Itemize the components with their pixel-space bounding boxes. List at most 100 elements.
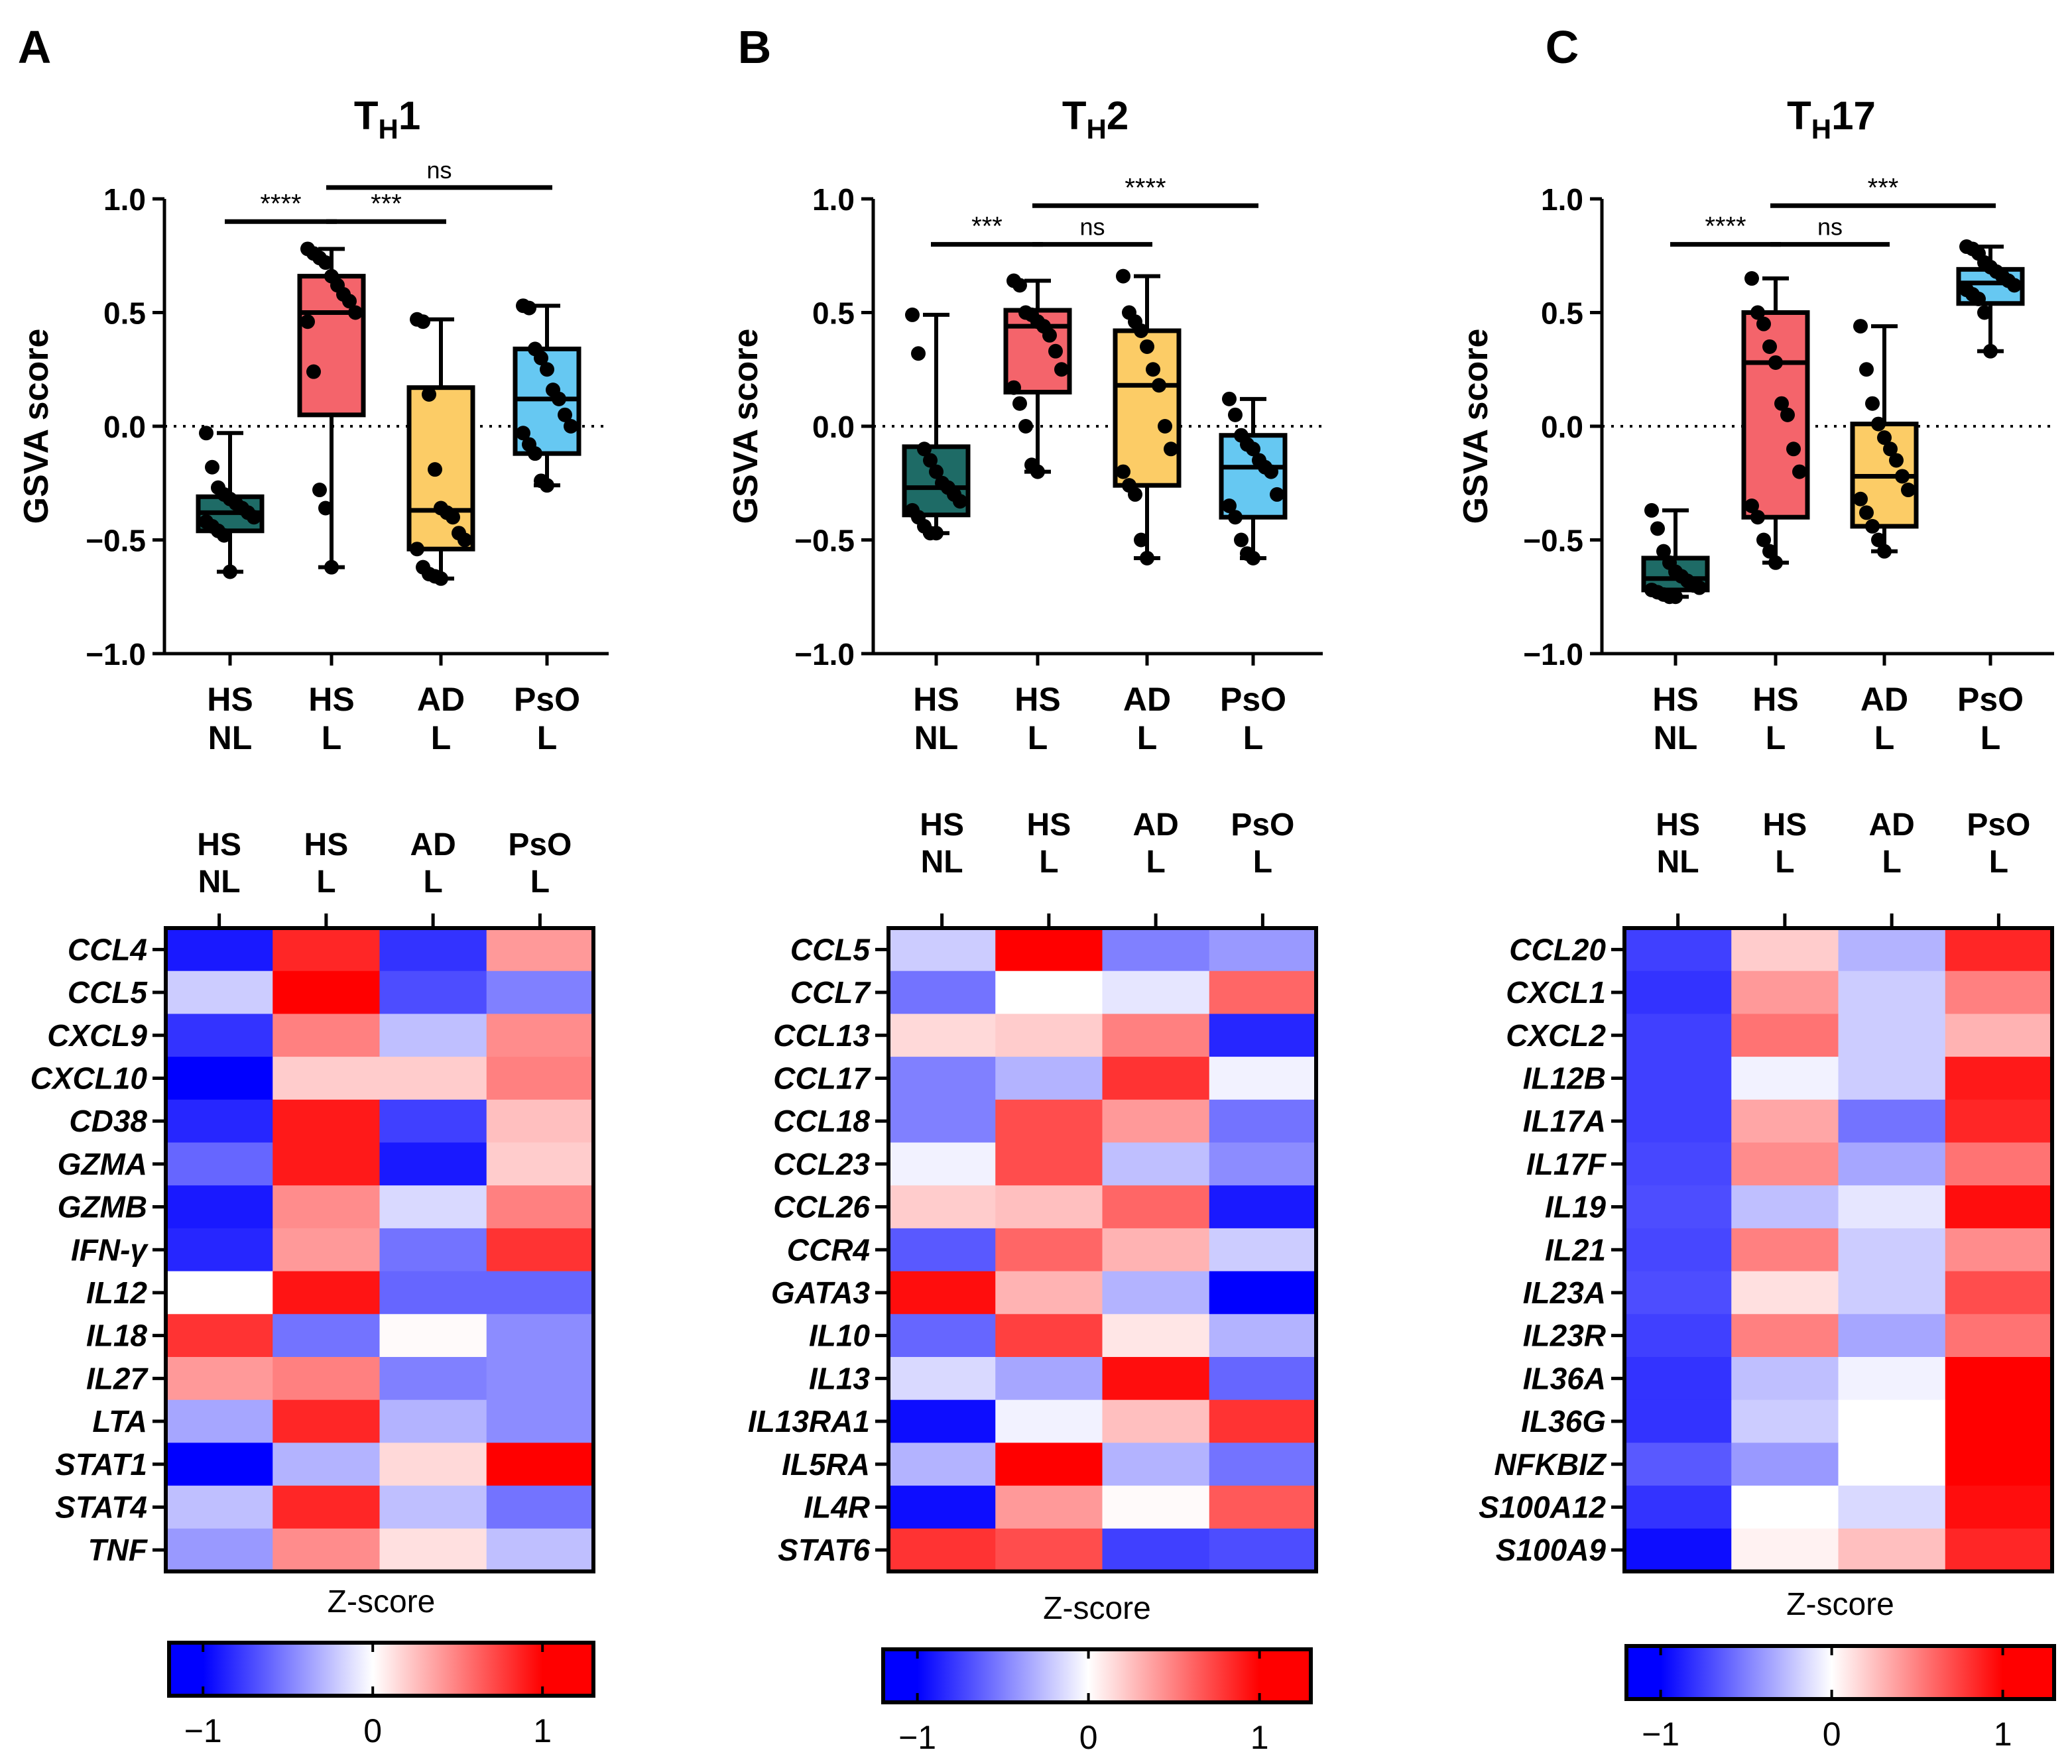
y-tick-label: 1.0 [1541, 182, 1583, 217]
heatmap-cell [1731, 1014, 1839, 1057]
heatmap-row-label: IL23A [1523, 1275, 1606, 1310]
heatmap-cell [995, 1142, 1103, 1186]
heatmap-cell [995, 1099, 1103, 1143]
title-subscript: H [1086, 113, 1106, 145]
data-point [2007, 278, 2022, 293]
data-point [247, 510, 261, 525]
title-main: T [1787, 93, 1811, 138]
heatmap-column-label: HS [920, 807, 964, 843]
heatmap-cell [995, 1057, 1103, 1100]
data-point [1865, 518, 1880, 534]
heatmap-cell [1624, 1314, 1732, 1358]
y-tick-label: 0.5 [1541, 296, 1583, 331]
data-point [1977, 305, 1992, 320]
heatmap-cell [166, 970, 273, 1014]
heatmap-column-label: AD [1132, 807, 1178, 843]
heatmap-row-label: IL5RA [782, 1447, 870, 1482]
heatmap-cell [1731, 1142, 1839, 1186]
data-point [1270, 487, 1284, 502]
heatmap-cell [888, 1528, 996, 1572]
heatmap-cell [1838, 970, 1946, 1014]
heatmap-cell [1838, 1142, 1946, 1186]
data-point [1780, 407, 1795, 422]
data-point [1744, 271, 1759, 286]
heatmap-cell [1838, 1528, 1946, 1572]
box-hs_l [1741, 271, 1810, 570]
heatmap-cell [1838, 1357, 1946, 1401]
heatmap-cell [888, 1442, 996, 1486]
heatmap-cell [1102, 1185, 1210, 1229]
heatmap-row-label: TNF [88, 1533, 149, 1567]
heatmap-cell [1209, 928, 1317, 972]
data-point [434, 571, 448, 586]
heatmap-cell [166, 1142, 273, 1186]
data-point [1246, 550, 1260, 565]
heatmap-cell [1731, 1399, 1839, 1443]
heatmap-column-label: HS [1656, 807, 1700, 843]
heatmap-cell [1624, 1486, 1732, 1529]
data-point [528, 446, 542, 461]
heatmap-cell [1209, 1442, 1317, 1486]
data-point [428, 462, 442, 477]
heatmap-cell [273, 1528, 380, 1572]
x-tick-label: AD [1860, 681, 1908, 718]
heatmap-cell [166, 1057, 273, 1100]
heatmap-cell [1945, 1442, 2053, 1486]
data-point [1668, 589, 1683, 605]
x-tick-label: NL [914, 719, 959, 756]
x-tick-label: L [1981, 719, 2001, 756]
significance-label: *** [371, 189, 402, 218]
heatmap-cell [379, 1228, 487, 1272]
heatmap-row-label: STAT6 [778, 1533, 870, 1567]
heatmap-cell [1624, 1142, 1732, 1186]
heatmap-column-label: PsO [1967, 807, 2030, 843]
y-tick-label: −0.5 [1523, 524, 1583, 558]
heatmap-column-label: L [316, 864, 335, 900]
heatmap-row-label: GZMA [58, 1147, 147, 1181]
heatmap-cell [995, 1486, 1103, 1529]
heatmap-row-label: IL36G [1521, 1404, 1606, 1439]
heatmap-cell [1838, 1228, 1946, 1272]
data-point [199, 426, 213, 441]
heatmap-cell [1102, 1057, 1210, 1100]
colorbar-bar [881, 1647, 1313, 1704]
heatmap-cell [379, 970, 487, 1014]
heatmap-cell [995, 1014, 1103, 1057]
heatmap-row-label: STAT1 [55, 1447, 147, 1482]
heatmap-cell [1945, 1099, 2053, 1143]
heatmap-cell [379, 1486, 487, 1529]
box-iqr [1113, 328, 1182, 488]
heatmap-cell [273, 970, 380, 1014]
data-point [1048, 343, 1063, 359]
heatmap-cell [1945, 1228, 2053, 1272]
heatmap-cell [1838, 1099, 1946, 1143]
chart-title: TH1 [354, 93, 420, 145]
data-point [1656, 544, 1671, 559]
heatmap-cell [1945, 1357, 2053, 1401]
heatmap-row-label: CCL17 [773, 1061, 871, 1095]
heatmap-cell [486, 1486, 594, 1529]
data-point [1644, 502, 1659, 518]
heatmap-cell [1209, 1399, 1317, 1443]
title-rest: 17 [1831, 93, 1876, 138]
data-point [1859, 362, 1874, 377]
heatmap-cell [486, 1357, 594, 1401]
heatmap-cell [1731, 1271, 1839, 1315]
box-pso_l [1956, 239, 2025, 359]
colorbar-label: Z-score [1043, 1591, 1151, 1626]
heatmap-row-label: IL10 [809, 1319, 870, 1353]
heatmap: HSNLHSLADLPsOLCCL20CXCL1CXCL2IL12BIL17AI… [1479, 807, 2054, 1574]
heatmap-cell [273, 1314, 380, 1358]
heatmap-row-label: IL17F [1526, 1147, 1607, 1181]
data-point [1246, 441, 1260, 457]
x-tick-label: L [1243, 719, 1264, 756]
heatmap-row-label: IL13RA1 [748, 1404, 870, 1439]
heatmap-cell [379, 1357, 487, 1401]
heatmap-cell [1731, 1486, 1839, 1529]
significance-label: **** [1125, 173, 1166, 202]
heatmap-cell [1102, 1528, 1210, 1572]
data-point [318, 255, 333, 270]
heatmap-column-label: L [1146, 845, 1165, 880]
colorbar-tick-label: 0 [1823, 1716, 1841, 1753]
